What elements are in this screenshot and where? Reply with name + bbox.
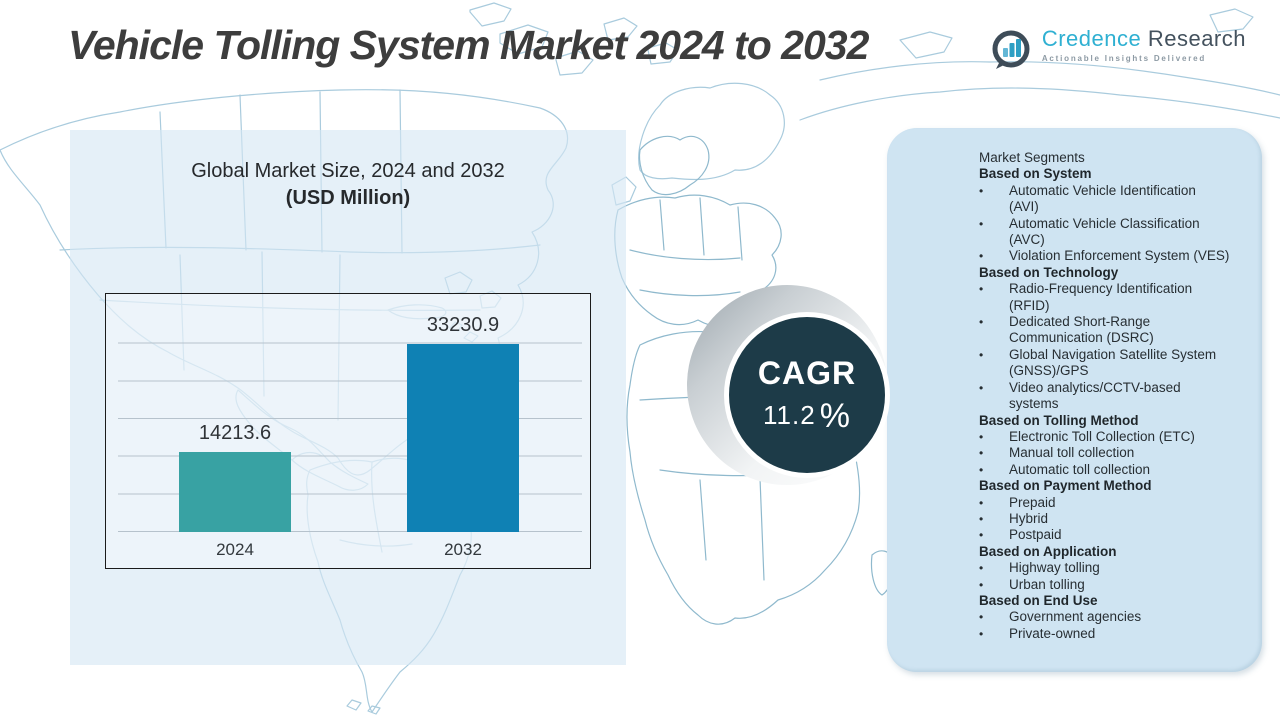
- segment-item-label: Dedicated Short-Range Communication (DSR…: [1009, 314, 1154, 346]
- segments-list: Based on System • Automatic Vehicle Identi…: [979, 166, 1248, 642]
- bullet-icon: •: [979, 610, 984, 625]
- segment-item: • Automatic toll collection: [979, 462, 1248, 478]
- segment-item-label: Radio-Frequency Identification (RFID): [1009, 281, 1193, 313]
- segment-group-heading: Based on Application: [979, 543, 1117, 559]
- segment-group-heading: Based on End Use: [979, 592, 1098, 608]
- bullet-icon: •: [979, 216, 984, 231]
- bullet-icon: •: [979, 347, 984, 362]
- plot-area: 14213.6 33230.9: [118, 306, 582, 532]
- bar-group-2024: 14213.6: [179, 422, 291, 532]
- segment-item: • Electronic Toll Collection (ETC): [979, 429, 1248, 445]
- market-segments-panel: Market Segments Based on System • Automati…: [887, 128, 1262, 672]
- segment-group-heading: Based on Technology: [979, 264, 1119, 280]
- segment-group-heading: Based on Payment Method: [979, 478, 1152, 494]
- segment-item-label: Automatic Vehicle Classification (AVC): [1009, 215, 1200, 248]
- bullet-icon: •: [979, 626, 984, 641]
- segment-item: • Automatic Vehicle Identification (AVI): [979, 183, 1248, 216]
- segment-item-label: Electronic Toll Collection (ETC): [1009, 428, 1195, 444]
- bullet-icon: •: [979, 446, 984, 461]
- bullet-icon: •: [979, 282, 984, 297]
- credence-research-logo: Credence Research Actionable Insights De…: [988, 28, 1246, 74]
- bullet-icon: •: [979, 528, 984, 543]
- bar-chart: 14213.6 33230.9 2024 2032: [105, 293, 591, 569]
- logo-bar-chart-icon: [992, 30, 1030, 69]
- bullet-icon: •: [979, 315, 984, 330]
- segment-item: • Highway tolling: [979, 560, 1248, 576]
- segment-group-heading: Based on Tolling Method: [979, 412, 1139, 428]
- cagr-badge: CAGR 11.2%: [724, 312, 890, 478]
- logo-tagline: Actionable Insights Delivered: [1041, 54, 1207, 63]
- bullet-icon: •: [979, 577, 984, 592]
- cagr-value: 11.2%: [763, 397, 851, 435]
- segment-item: • Hybrid: [979, 511, 1248, 527]
- bullet-icon: •: [979, 183, 984, 198]
- segment-item: • Automatic Vehicle Classification (AVC): [979, 216, 1248, 249]
- segment-item: • Prepaid: [979, 495, 1248, 511]
- segment-item: • Video analytics/CCTV-based systems: [979, 380, 1248, 413]
- bullet-icon: •: [979, 462, 984, 477]
- logo-name: Credence Research: [1041, 26, 1246, 51]
- segment-item-label: Automatic toll collection: [1009, 461, 1151, 477]
- bullet-icon: •: [979, 511, 984, 526]
- segment-item: • Global Navigation Satellite System (GNS…: [979, 347, 1248, 380]
- segment-item-label: Manual toll collection: [1009, 445, 1135, 461]
- segment-item-label: Postpaid: [1009, 527, 1062, 543]
- bar-2032: [407, 344, 519, 532]
- segment-item: • Dedicated Short-Range Communication (DS…: [979, 314, 1248, 347]
- chart-subtitle: (USD Million): [285, 187, 411, 209]
- segment-item-label: Prepaid: [1009, 494, 1056, 510]
- x-axis-label-2032: 2032: [444, 540, 482, 559]
- chart-title-block: Global Market Size, 2024 and 2032 (USD M…: [70, 158, 626, 212]
- segment-item-label: Private-owned: [1009, 625, 1096, 641]
- chart-title: Global Market Size, 2024 and 2032: [191, 160, 505, 182]
- bullet-icon: •: [979, 561, 984, 576]
- segment-item-label: Highway tolling: [1009, 560, 1100, 576]
- bullet-icon: •: [979, 495, 984, 510]
- page-title: Vehicle Tolling System Market 2024 to 20…: [68, 22, 869, 68]
- segment-item: • Urban tolling: [979, 577, 1248, 593]
- cagr-label: CAGR: [757, 355, 857, 391]
- segment-item-label: Video analytics/CCTV-based systems: [1009, 379, 1181, 412]
- segment-item-label: Hybrid: [1009, 510, 1049, 526]
- segment-item: • Private-owned: [979, 626, 1248, 642]
- segment-item-label: Automatic Vehicle Identification (AVI): [1009, 182, 1196, 215]
- bar-value-label: 33230.9: [426, 314, 500, 336]
- segment-item: • Violation Enforcement System (VES): [979, 248, 1248, 264]
- segment-item: • Radio-Frequency Identification (RFID): [979, 281, 1248, 314]
- bar-value-label: 14213.6: [198, 422, 272, 444]
- segment-item: • Postpaid: [979, 527, 1248, 543]
- x-axis-label-2024: 2024: [216, 540, 254, 559]
- segments-title: Market Segments: [979, 150, 1085, 165]
- segment-item: • Government agencies: [979, 609, 1248, 625]
- bar-2024: [179, 452, 291, 532]
- segment-group-heading: Based on System: [979, 166, 1092, 182]
- bullet-icon: •: [979, 429, 984, 444]
- bar-group-2032: 33230.9: [407, 314, 519, 532]
- segment-item-label: Violation Enforcement System (VES): [1009, 248, 1230, 264]
- segment-item-label: Government agencies: [1009, 609, 1142, 625]
- segment-item-label: Global Navigation Satellite System (GNSS…: [1009, 346, 1217, 379]
- segment-item: • Manual toll collection: [979, 445, 1248, 461]
- bullet-icon: •: [979, 380, 984, 395]
- percent-sign: %: [819, 397, 851, 435]
- bullet-icon: •: [979, 249, 984, 264]
- segment-item-label: Urban tolling: [1009, 576, 1085, 592]
